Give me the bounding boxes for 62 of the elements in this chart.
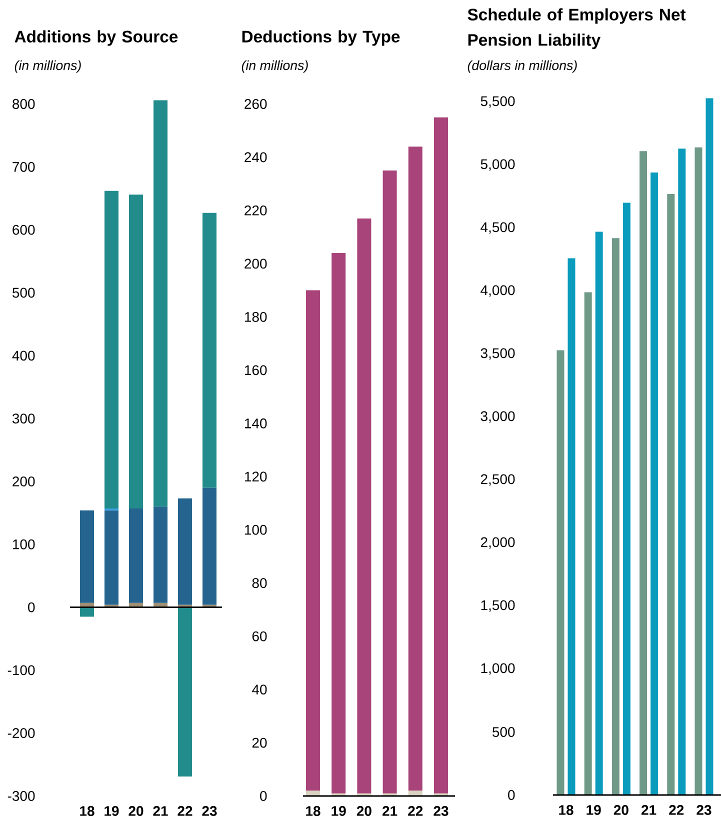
x-tick-label: 22 (408, 806, 423, 816)
chart-subtitle: (in millions) (242, 60, 308, 73)
y-tick-label: 0 (508, 790, 515, 800)
x-tick-label: 18 (80, 806, 94, 816)
y-tick-label: 300 (12, 414, 35, 424)
y-tick-label: 200 (244, 258, 267, 269)
y-tick-label: 2,000 (480, 537, 515, 549)
x-tick-label: 19 (104, 806, 119, 816)
y-tick-label: 500 (492, 727, 515, 737)
y-tick-label: 0 (260, 791, 267, 801)
y-tick-label: 4,000 (480, 285, 515, 297)
y-tick-label: 160 (244, 365, 267, 376)
y-tick-label: 140 (244, 418, 267, 428)
x-tick-label: 22 (669, 805, 684, 815)
y-tick-label: 1,000 (481, 663, 515, 675)
x-tick-label: 20 (128, 806, 144, 816)
y-tick-label: 3,000 (480, 411, 515, 423)
y-tick-label: -300 (8, 791, 35, 801)
y-tick-label: 1,500 (481, 600, 515, 612)
chart-title: Schedule of Employers Net Pension Liability (468, 8, 686, 50)
y-tick-label: 100 (12, 539, 35, 550)
x-tick-label: 18 (306, 806, 320, 816)
y-tick-label: 40 (252, 684, 267, 694)
x-tick-label: 19 (332, 806, 346, 816)
x-tick-label: 21 (153, 806, 168, 816)
y-tick-label: 80 (252, 578, 267, 588)
y-tick-label: 100 (244, 524, 267, 535)
y-tick-label: 500 (12, 288, 35, 298)
y-tick-label: 260 (244, 99, 267, 109)
y-tick-label: 800 (12, 99, 35, 109)
x-tick-label: 21 (382, 806, 398, 816)
y-tick-label: 3,500 (480, 348, 515, 360)
y-tick-label: 0 (28, 602, 35, 612)
x-tick-label: 19 (586, 805, 601, 815)
y-tick-label: 240 (244, 152, 267, 162)
chart-title: Deductions by Type (242, 30, 400, 46)
y-tick-label: 4,500 (480, 222, 515, 234)
y-tick-label: 700 (12, 162, 35, 172)
y-tick-label: 60 (252, 631, 267, 642)
x-tick-label: 23 (434, 806, 448, 816)
y-tick-label: 20 (252, 738, 267, 748)
x-tick-label: 23 (696, 805, 712, 815)
chart-subtitle: (in millions) (14, 60, 81, 73)
y-tick-label: 120 (244, 472, 267, 482)
x-tick-label: 20 (614, 805, 628, 815)
x-tick-label: 21 (641, 805, 656, 815)
x-tick-label: 20 (356, 806, 372, 816)
chart-subtitle: (dollars in millions) (468, 60, 577, 73)
y-tick-label: 220 (244, 206, 267, 216)
y-tick-label: 600 (12, 224, 35, 235)
x-tick-label: 23 (202, 806, 217, 816)
y-tick-label: -200 (8, 728, 35, 738)
y-tick-label: -100 (8, 665, 35, 676)
x-tick-label: 22 (178, 806, 192, 816)
y-tick-label: 2,500 (480, 474, 515, 486)
y-tick-label: 400 (12, 350, 35, 361)
y-tick-label: 200 (12, 476, 35, 486)
chart-title: Additions by Source (14, 30, 178, 46)
y-tick-label: 180 (244, 312, 267, 322)
y-tick-label: 5,500 (480, 96, 515, 108)
x-tick-label: 18 (559, 805, 574, 815)
y-tick-label: 5,000 (480, 159, 515, 171)
